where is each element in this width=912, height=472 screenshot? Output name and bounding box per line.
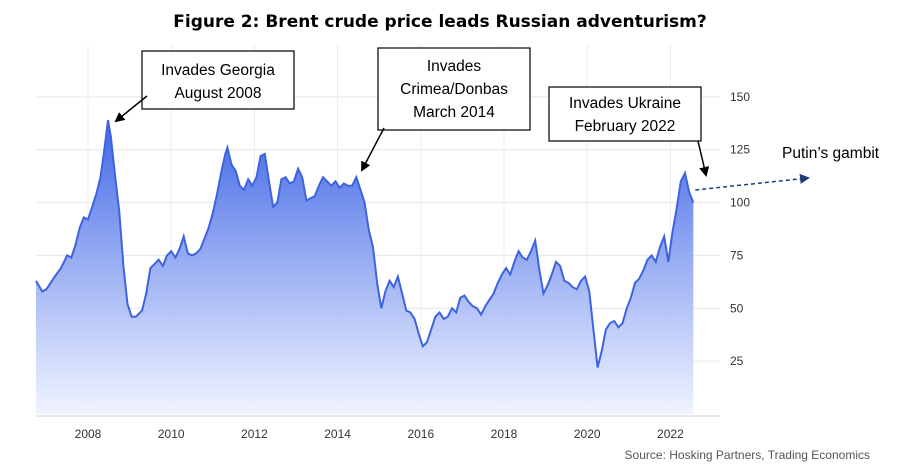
x-tick-label: 2010 bbox=[158, 427, 185, 441]
annotation-text: February 2022 bbox=[575, 118, 676, 135]
annotation-arrow bbox=[114, 95, 148, 123]
x-tick-label: 2016 bbox=[407, 427, 434, 441]
annotation-text: Invades Georgia bbox=[161, 62, 275, 79]
annotation-text: March 2014 bbox=[413, 104, 495, 121]
x-tick-label: 2012 bbox=[241, 427, 268, 441]
annotation-box bbox=[548, 86, 702, 142]
x-tick-label: 2022 bbox=[657, 427, 684, 441]
y-tick-label: 25 bbox=[730, 354, 744, 368]
annotation-text: August 2008 bbox=[174, 85, 261, 102]
x-axis: 2008 2010 2012 2014 2016 2018 2020 2022 bbox=[75, 427, 684, 441]
annotation-arrow bbox=[697, 140, 710, 177]
y-tick-label: 50 bbox=[730, 301, 744, 315]
annotation-crimea: Invades Crimea/Donbas March 2014 bbox=[361, 47, 531, 172]
annotation-ukraine: Invades Ukraine February 2022 bbox=[548, 86, 710, 177]
source-note: Source: Hosking Partners, Trading Econom… bbox=[625, 448, 870, 462]
annotation-text: Crimea/Donbas bbox=[400, 81, 508, 98]
y-tick-label: 125 bbox=[730, 143, 750, 157]
annotation-text: Invades Ukraine bbox=[569, 95, 681, 112]
chart-title: Figure 2: Brent crude price leads Russia… bbox=[173, 12, 706, 32]
price-line bbox=[35, 119, 695, 368]
annotation-text: Invades bbox=[427, 58, 482, 75]
x-tick-label: 2018 bbox=[491, 427, 518, 441]
annotation-arrow bbox=[361, 127, 385, 172]
projection-arrow bbox=[695, 173, 810, 191]
y-tick-label: 150 bbox=[730, 90, 750, 104]
annotation-box bbox=[141, 50, 295, 110]
y-tick-label: 100 bbox=[730, 196, 750, 210]
putins-gambit-label: Putin’s gambit bbox=[782, 145, 880, 162]
price-area bbox=[36, 120, 694, 414]
y-axis: 25 50 75 100 125 150 bbox=[730, 90, 750, 368]
annotation-georgia: Invades Georgia August 2008 bbox=[114, 50, 295, 123]
y-tick-label: 75 bbox=[730, 248, 744, 262]
annotation-box bbox=[377, 47, 531, 131]
x-tick-label: 2008 bbox=[75, 427, 102, 441]
x-tick-label: 2020 bbox=[574, 427, 601, 441]
x-tick-label: 2014 bbox=[324, 427, 351, 441]
